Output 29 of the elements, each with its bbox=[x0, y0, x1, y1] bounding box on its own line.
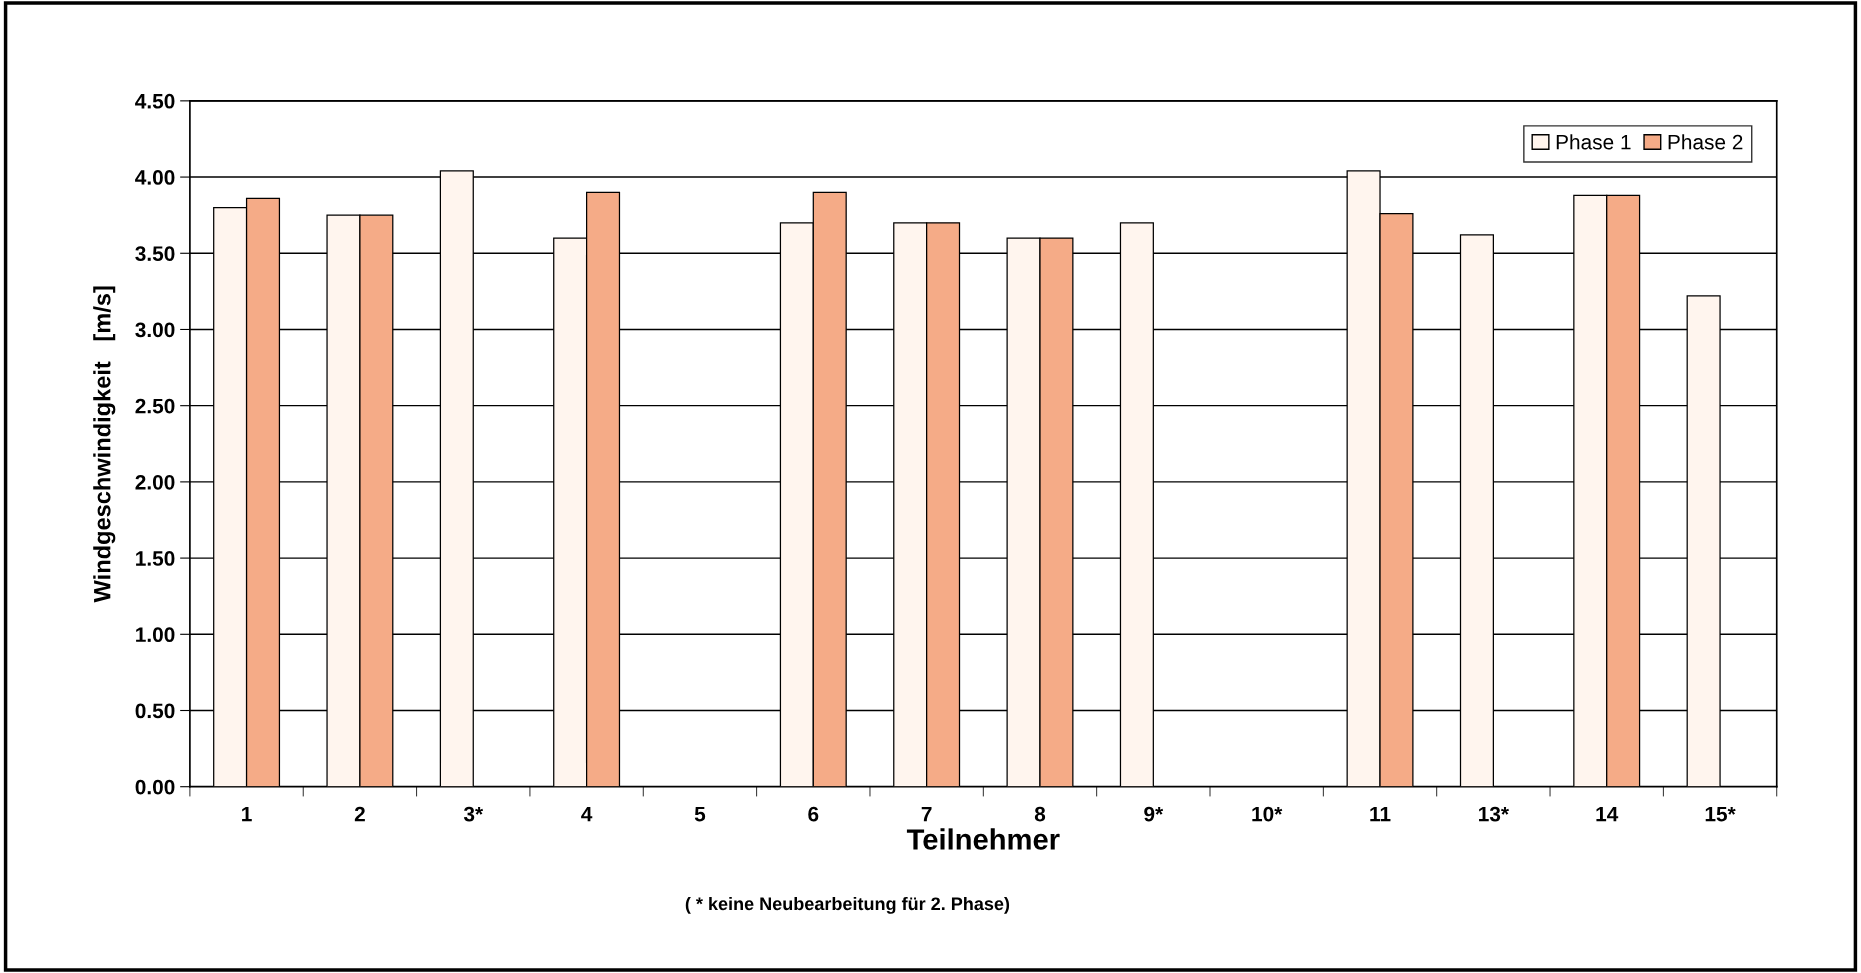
x-tick-label: 15* bbox=[1705, 806, 1736, 822]
y-tick-label: 2.50 bbox=[135, 398, 175, 414]
y-tick-label: 4.00 bbox=[135, 170, 175, 185]
x-tick-label: 5 bbox=[694, 806, 706, 822]
y-axis-title: Windgeschwindigkeit [m/s] bbox=[93, 286, 116, 603]
legend-label: Phase 1 bbox=[1556, 134, 1631, 150]
x-axis-title: Teilnehmer bbox=[906, 828, 1060, 850]
x-tick-label: 2 bbox=[354, 806, 365, 822]
x-tick-label: 6 bbox=[808, 806, 819, 822]
x-tick-label: 8 bbox=[1034, 806, 1046, 822]
y-tick-label: 3.50 bbox=[135, 246, 175, 262]
x-tick-label: 13* bbox=[1479, 806, 1509, 822]
y-tick-label: 0.50 bbox=[135, 703, 175, 719]
y-tick-label: 4.50 bbox=[135, 93, 175, 109]
x-tick-label: 11 bbox=[1370, 806, 1391, 822]
legend-label: Phase 2 bbox=[1668, 134, 1743, 150]
x-tick-label: 3* bbox=[463, 806, 484, 822]
x-tick-label: 14 bbox=[1596, 806, 1619, 822]
x-tick-label: 7 bbox=[921, 806, 932, 822]
x-tick-label: 1 bbox=[242, 806, 252, 822]
x-tick-label: 9* bbox=[1144, 806, 1164, 822]
y-tick-label: 2.00 bbox=[135, 474, 175, 490]
y-tick-label: 0.00 bbox=[135, 779, 175, 795]
text: ( * keine Neubearbeitung für 2. Phase) bbox=[685, 896, 1010, 914]
y-tick-label: 3.00 bbox=[135, 322, 175, 338]
x-tick-label: 4 bbox=[581, 806, 593, 822]
x-tick-label: 10* bbox=[1252, 806, 1283, 822]
y-tick-label: 1.50 bbox=[136, 551, 175, 566]
y-tick-label: 1.00 bbox=[136, 627, 175, 643]
